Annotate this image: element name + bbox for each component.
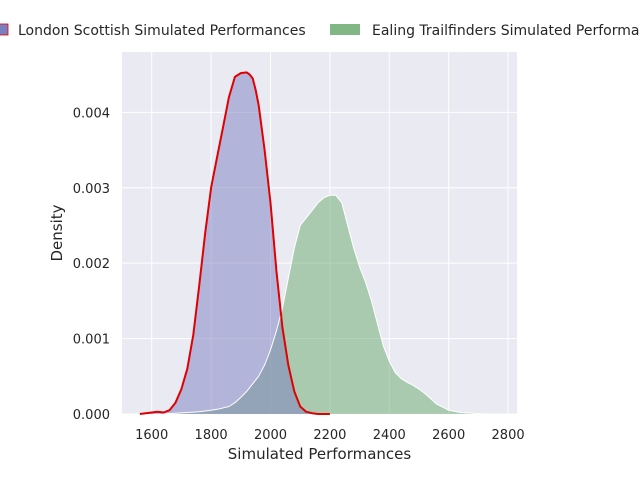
density-line-london-scottish xyxy=(139,71,330,415)
x-axis-title: Simulated Performances xyxy=(228,445,412,463)
x-axis-ticks: 1600 1800 2000 2200 2400 2600 2800 xyxy=(135,428,524,443)
legend: London Scottish Simulated Performances E… xyxy=(0,23,640,39)
density-line-ealing-trailfinders xyxy=(163,194,509,415)
legend-label-london-scottish: London Scottish Simulated Performances xyxy=(18,23,306,39)
legend-swatch-london-scottish xyxy=(0,23,9,36)
y-tick-label: 0.000 xyxy=(73,408,110,423)
legend-swatch-ealing-trailfinders xyxy=(330,24,360,35)
x-tick-label: 1600 xyxy=(135,428,168,443)
y-axis-title: Density xyxy=(48,204,66,261)
legend-label-ealing-trailfinders: Ealing Trailfinders Simulated Performanc… xyxy=(372,23,640,39)
x-tick-label: 2400 xyxy=(373,428,406,443)
x-tick-label: 2200 xyxy=(313,428,346,443)
y-tick-label: 0.003 xyxy=(73,182,110,197)
x-tick-label: 1800 xyxy=(195,428,228,443)
y-tick-label: 0.002 xyxy=(73,257,110,272)
y-tick-label: 0.004 xyxy=(73,106,110,121)
y-axis-ticks: 0.000 0.001 0.002 0.003 0.004 xyxy=(73,106,110,423)
x-tick-label: 2000 xyxy=(254,428,287,443)
density-area-ealing-trailfinders xyxy=(163,195,509,414)
y-tick-label: 0.001 xyxy=(73,333,110,348)
x-tick-label: 2800 xyxy=(492,428,525,443)
x-tick-label: 2600 xyxy=(432,428,465,443)
series-layer xyxy=(139,71,509,415)
